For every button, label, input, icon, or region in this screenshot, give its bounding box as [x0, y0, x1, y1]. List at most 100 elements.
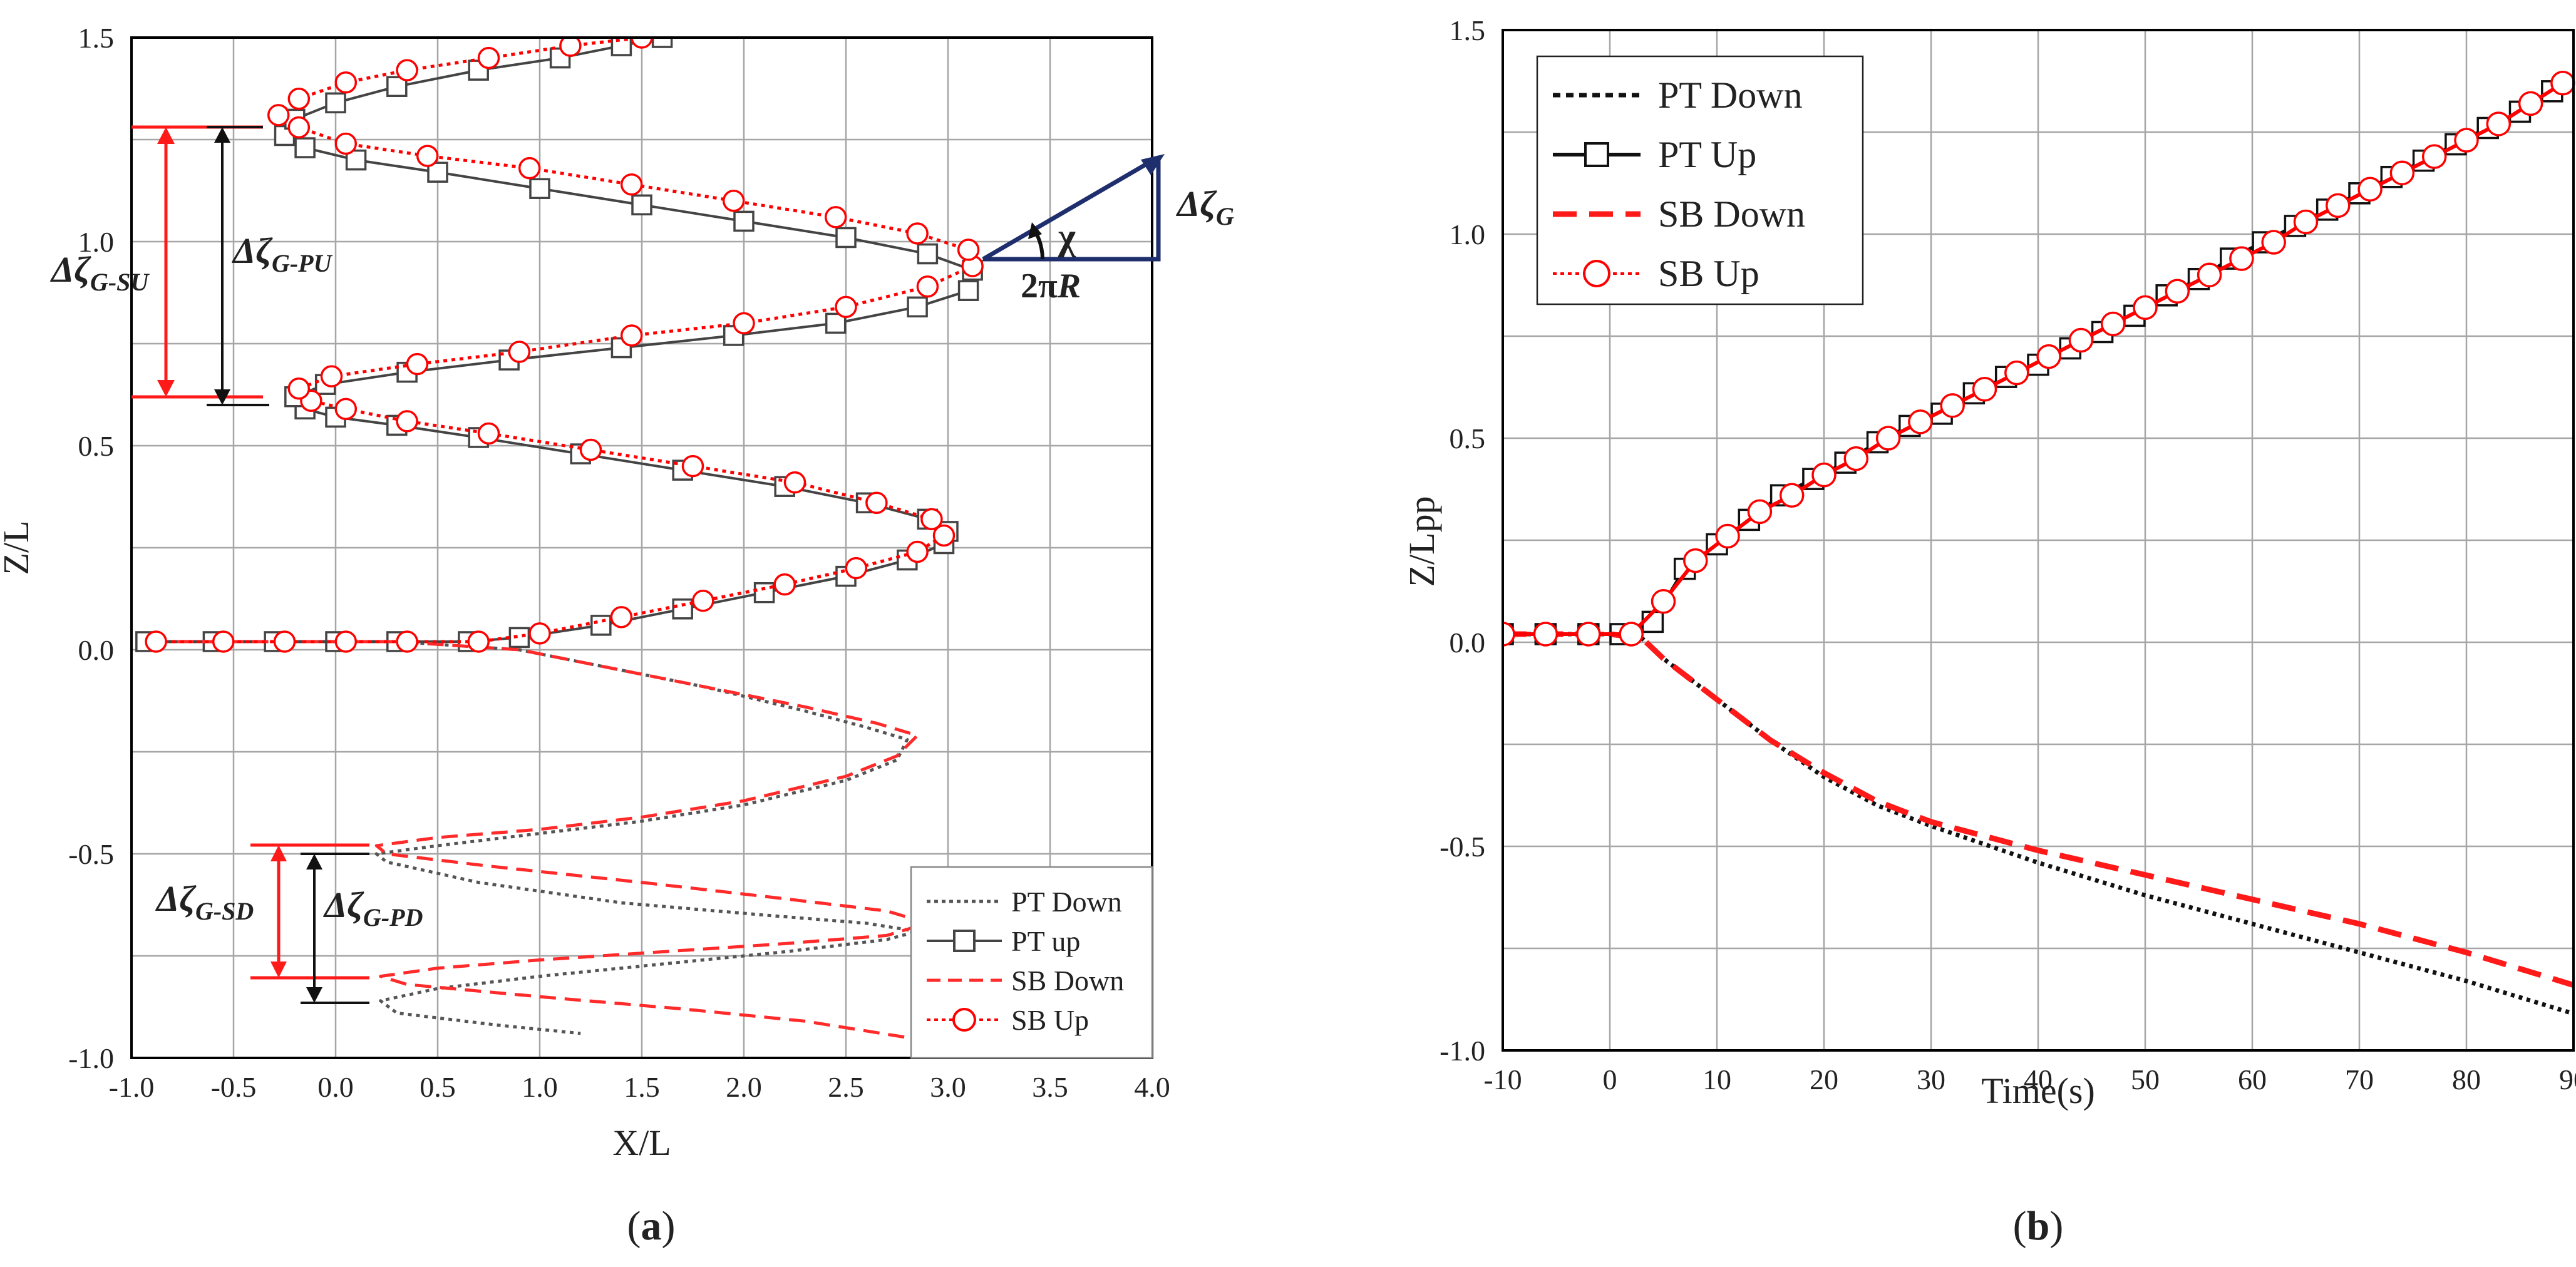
data-point-circle [1651, 589, 1676, 614]
data-point-circle [2004, 360, 2029, 386]
data-point-circle [528, 622, 551, 645]
data-point-circle [620, 173, 643, 196]
y-tick-label: -0.5 [1440, 831, 1485, 863]
data-point-circle [681, 454, 704, 478]
legend-a-sb-down: SB Down [1011, 965, 1124, 997]
data-point-circle [631, 38, 653, 49]
data-point-circle [722, 190, 745, 212]
data-point-circle [2229, 246, 2254, 271]
data-point-circle [2197, 262, 2222, 287]
y-tick-label: 0.5 [1450, 423, 1486, 454]
data-point-circle [579, 438, 602, 461]
data-point-circle [396, 630, 418, 653]
y-tick-label: 1.0 [1450, 218, 1486, 250]
data-point-circle [287, 88, 311, 110]
chart-a-brackets [131, 125, 369, 1004]
data-point-square [672, 598, 693, 620]
data-point-circle [145, 630, 167, 653]
data-point-circle [906, 222, 929, 245]
data-point-circle [518, 156, 541, 180]
series-line-sb-down [152, 640, 929, 1039]
legend-b-sb-down: SB Down [1658, 193, 1805, 235]
data-point-circle [396, 410, 418, 433]
data-point-circle [334, 630, 358, 653]
data-point-circle [287, 116, 311, 139]
annotation-2pi-r: 2πR [1021, 267, 1081, 305]
chart-b-legend: PT Down PT Up SB Down SB Up [1536, 55, 1864, 305]
x-tick-label: 10 [1703, 1064, 1731, 1095]
data-point-circle [267, 104, 290, 126]
annotation-dzeta-g-pu: ΔζG-PU [232, 230, 333, 277]
legend-b-pt-down: PT Down [1658, 74, 1803, 116]
series-line-sb-down [1503, 631, 2575, 988]
data-point-circle [773, 573, 796, 596]
data-point-circle [2486, 111, 2512, 136]
x-tick-label: 0 [1603, 1064, 1617, 1095]
x-tick-label: 60 [2238, 1064, 2267, 1095]
series-line-pt-down [152, 640, 919, 1035]
x-tick-label: 40 [2024, 1064, 2053, 1095]
panel-label-a: (a) [627, 1203, 676, 1249]
annotation-dzeta-g: ΔζG [1176, 183, 1234, 230]
x-tick-label: -1.0 [109, 1071, 155, 1103]
data-point-circle [835, 295, 857, 319]
data-point-circle [477, 46, 500, 69]
series-line-pt-up [145, 38, 974, 643]
data-point-circle [733, 312, 755, 335]
y-tick-label: -1.0 [68, 1042, 114, 1074]
data-point-circle [2389, 160, 2415, 185]
data-point-circle [1779, 483, 1805, 508]
data-point-circle [2293, 209, 2319, 235]
chart-a-xlabel: X/L [612, 1122, 671, 1163]
legend-a-sb-up: SB Up [1011, 1004, 1089, 1036]
data-point-circle [2036, 344, 2061, 369]
x-tick-label: 1.5 [624, 1071, 660, 1103]
data-point-circle [467, 630, 490, 653]
data-point-square [907, 296, 928, 318]
data-point-circle [1908, 409, 1933, 434]
data-point-circle [1533, 622, 1558, 647]
data-point-square [917, 243, 939, 265]
x-tick-label: 4.0 [1134, 1071, 1170, 1103]
x-tick-label: 2.5 [828, 1071, 864, 1103]
x-tick-label: 30 [1917, 1064, 1945, 1095]
y-tick-label: 0.5 [78, 430, 115, 462]
data-point-circle [1747, 499, 1773, 525]
data-point-circle [1503, 622, 1515, 647]
chart-b-ylabel: Z/Lpp [1401, 496, 1442, 587]
y-tick-label: 0.0 [1450, 627, 1486, 659]
data-point-circle [620, 324, 643, 347]
data-point-circle [610, 606, 633, 628]
chart-panel-a: -1.0 -0.5 0.0 0.5 1.0 1.5 2.0 2.5 3.0 3.5 4.0 -1.0 -… [0, 22, 1234, 1249]
data-point-circle [920, 508, 943, 531]
data-point-square [427, 162, 448, 183]
annotation-dzeta-g-pd: ΔζG-PD [323, 885, 423, 931]
y-tick-label: -0.5 [68, 838, 114, 870]
helix-triangle [982, 154, 1165, 262]
chart-a-ylabel: Z/L [0, 521, 36, 575]
x-tick-label: 0.0 [317, 1071, 354, 1103]
chart-a-frame [130, 36, 1153, 1059]
data-point-circle [2068, 327, 2094, 353]
data-point-circle [845, 557, 868, 580]
chart-a-ticks: -1.0 -0.5 0.0 0.5 1.0 1.5 2.0 2.5 3.0 3.5 4.0 -1.0 -… [68, 22, 1170, 1103]
annotation-dzeta-g-su: ΔζG-SU [50, 249, 150, 296]
data-point-circle [508, 341, 531, 363]
annotation-chi: χ [1058, 216, 1076, 257]
data-point-square [631, 194, 652, 216]
data-point-circle [477, 422, 500, 445]
data-point-circle [559, 38, 582, 57]
data-point-square [957, 280, 979, 301]
legend-b-sb-up: SB Up [1658, 253, 1759, 294]
y-tick-label: 1.5 [1450, 14, 1486, 46]
data-point-circle [2100, 311, 2126, 337]
data-point-circle [416, 145, 439, 167]
chart-a-grid [131, 38, 1152, 1058]
data-point-circle [916, 275, 939, 298]
data-point-circle [957, 239, 980, 261]
data-point-circle [2261, 230, 2286, 255]
data-point-square [294, 137, 316, 158]
data-point-circle [783, 471, 806, 494]
data-point-square [753, 582, 775, 603]
